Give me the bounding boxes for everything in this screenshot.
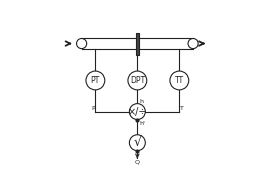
Circle shape [128, 71, 147, 90]
Text: hᶜ: hᶜ [140, 121, 146, 126]
Text: T: T [180, 106, 184, 111]
Text: DPT: DPT [130, 76, 145, 85]
Text: Q: Q [135, 160, 140, 165]
Circle shape [129, 135, 145, 151]
Circle shape [170, 71, 189, 90]
Circle shape [86, 71, 105, 90]
Bar [136, 33, 139, 55]
Text: PT: PT [91, 76, 100, 85]
Text: ×/÷: ×/÷ [128, 107, 147, 117]
Text: TT: TT [175, 76, 184, 85]
Circle shape [129, 104, 145, 120]
Text: h: h [139, 99, 143, 104]
Text: P: P [91, 106, 95, 111]
Text: √: √ [133, 136, 141, 149]
